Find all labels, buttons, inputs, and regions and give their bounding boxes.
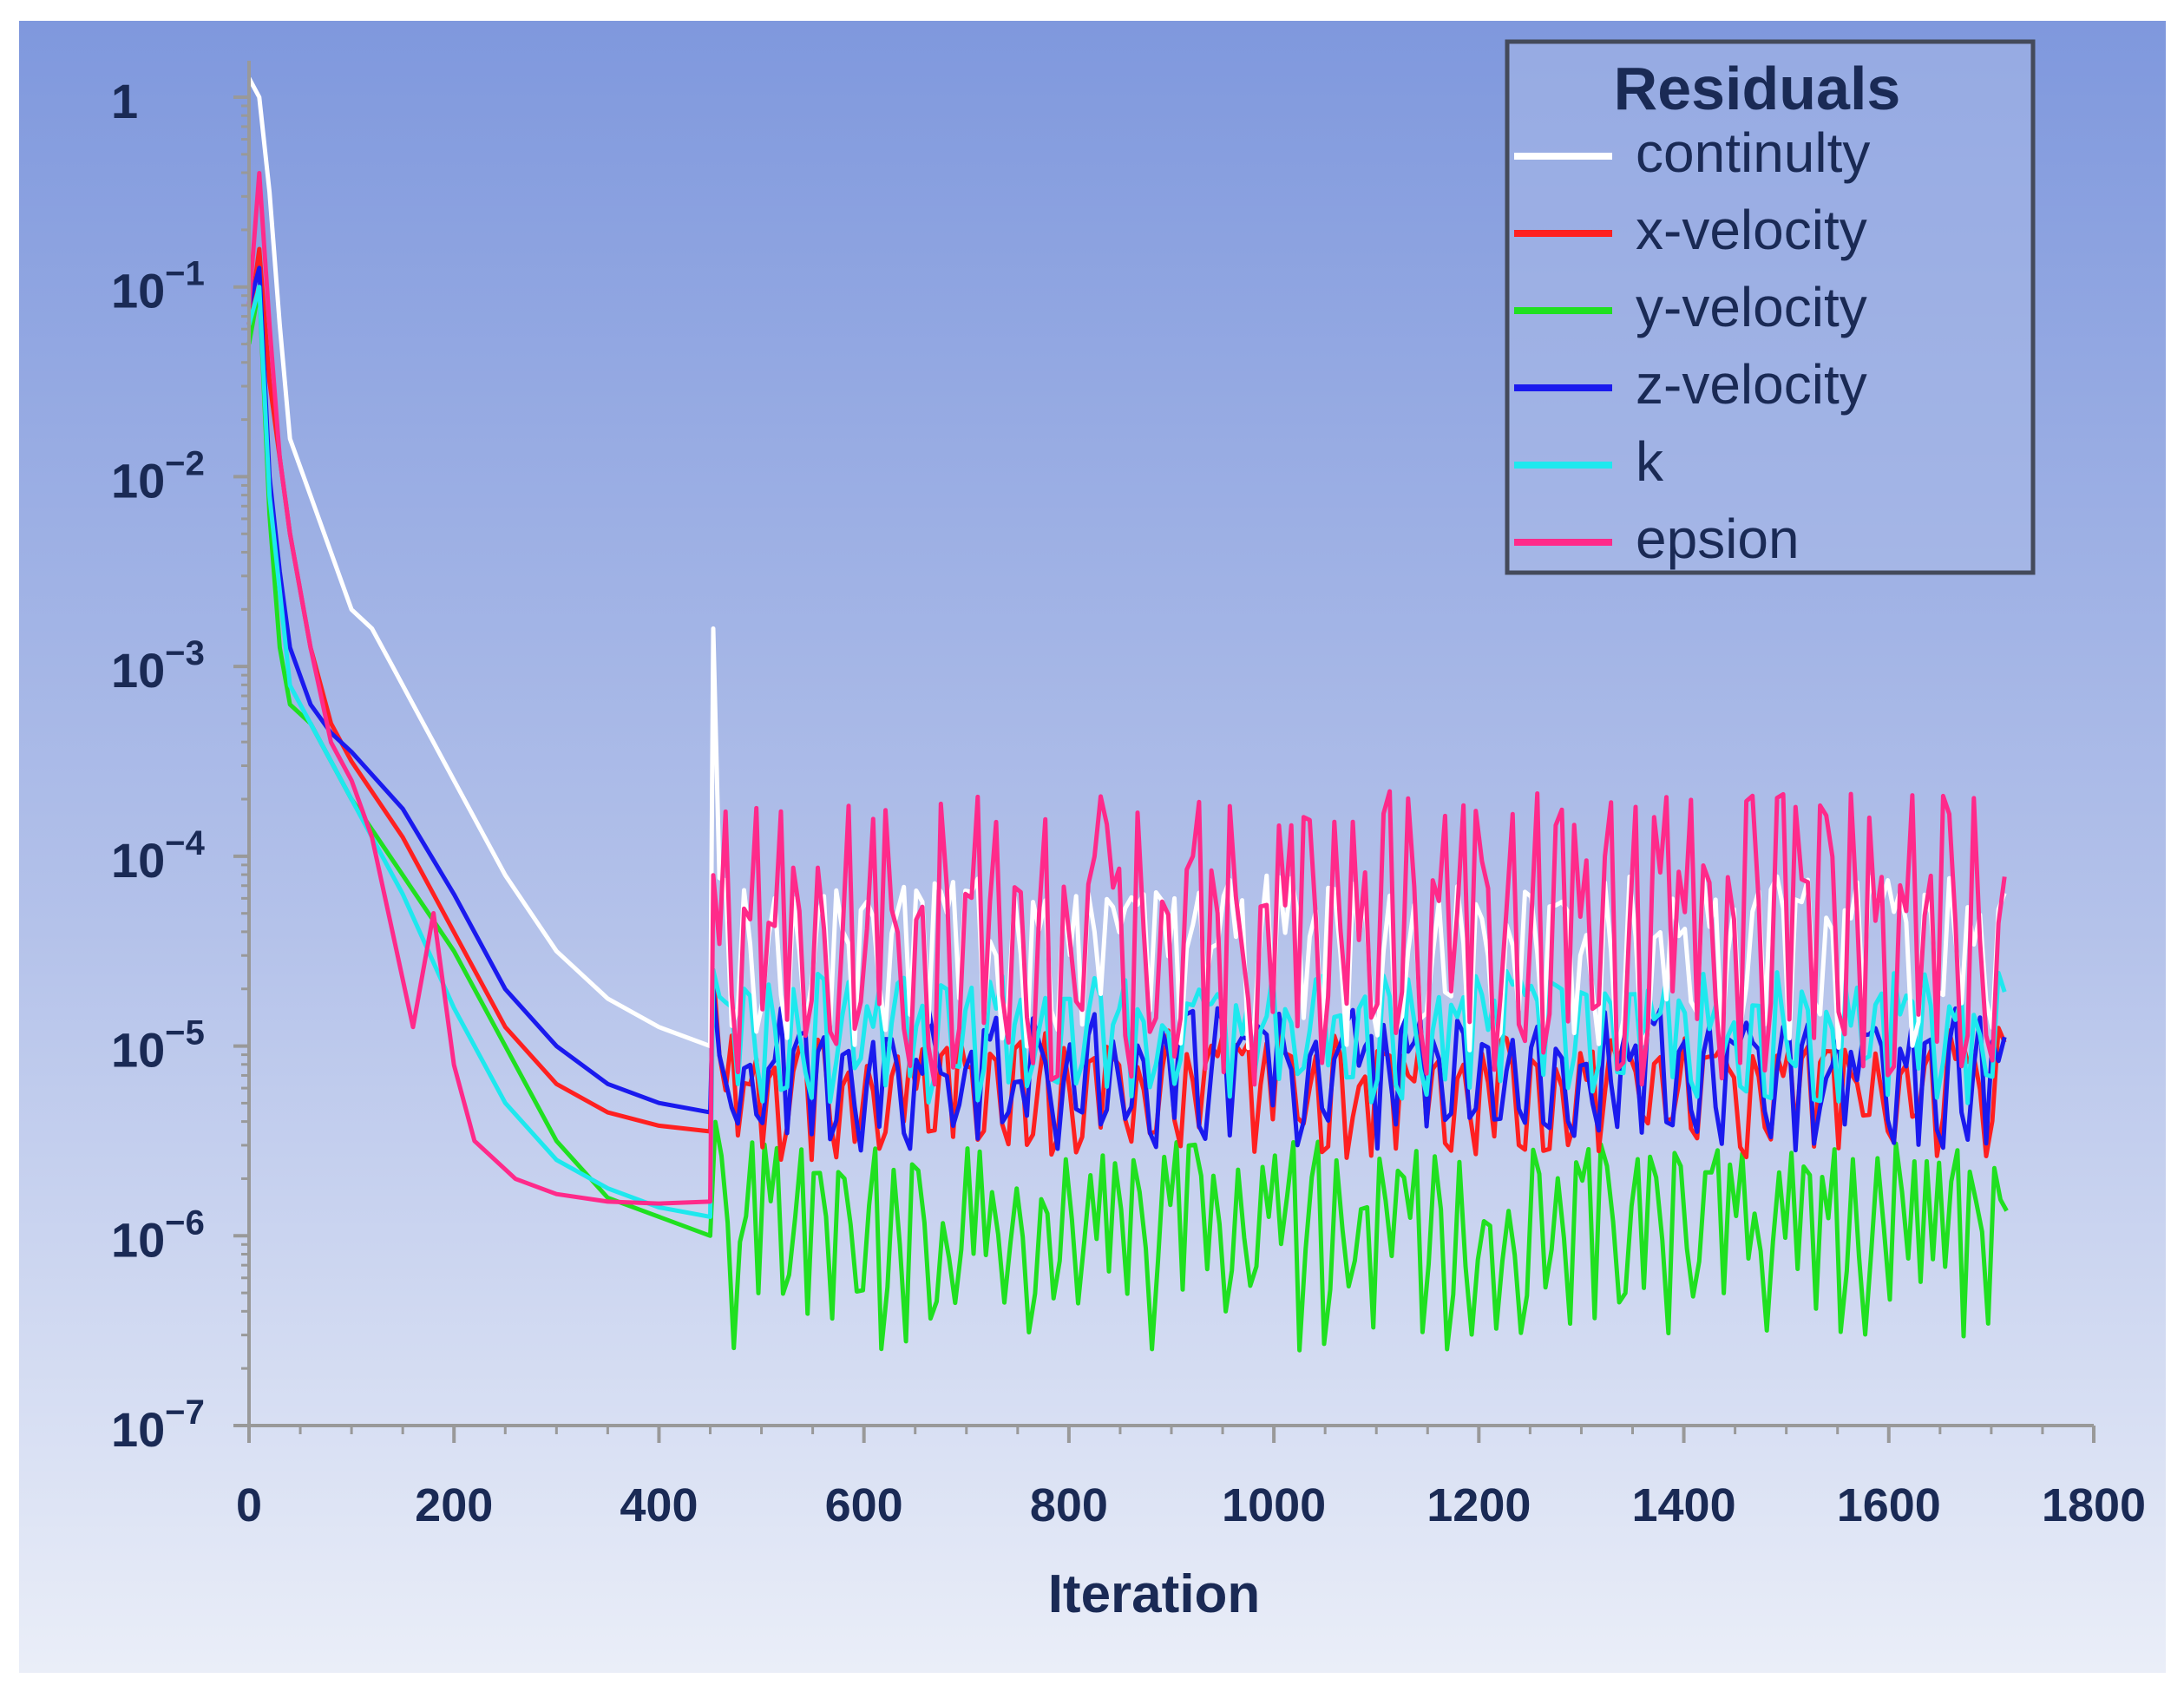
x-tick-label: 1000: [1222, 1479, 1326, 1531]
y-axis-ticks: 1 10−1 10−2 10−3 10−4 10−5 10−6 10−7: [111, 74, 249, 1457]
series-line-continulty: [246, 76, 2007, 1052]
legend-items: continulty x-velocity y-velocity z-velocity…: [1514, 121, 1870, 570]
legend-label: z-velocity: [1636, 353, 1867, 416]
x-tick-label: 200: [415, 1479, 493, 1531]
x-tick-label: 800: [1030, 1479, 1108, 1531]
series-line-epsion: [246, 171, 2007, 1206]
y-tick-label: 10−1: [111, 255, 205, 318]
series-line-z-velocity: [246, 266, 2007, 1153]
legend-title: Residuals: [1614, 55, 1901, 122]
x-tick-label: 1800: [2042, 1479, 2146, 1531]
y-tick-label: 10−2: [111, 444, 205, 508]
x-tick-label: 400: [620, 1479, 698, 1531]
series-line-y-velocity: [246, 285, 2009, 1353]
y-tick-label: 10−6: [111, 1203, 205, 1267]
x-axis-ticks: 0 200 400 600 800 1000 1200 1400 1600 1800: [236, 1426, 2146, 1531]
legend-label: k: [1636, 430, 1664, 493]
y-tick-label: 10−7: [111, 1393, 205, 1457]
series-lines: [246, 76, 2009, 1353]
x-tick-label: 0: [236, 1479, 262, 1531]
x-tick-label: 1600: [1837, 1479, 1941, 1531]
y-tick-label: 10−5: [111, 1014, 205, 1078]
x-tick-label: 600: [825, 1479, 903, 1531]
x-tick-label: 1400: [1631, 1479, 1735, 1531]
y-tick-label: 10−3: [111, 634, 205, 698]
legend-label: y-velocity: [1636, 276, 1867, 338]
legend-label: x-velocity: [1636, 199, 1867, 261]
legend: Residuals continulty x-velocity y-velocity…: [1505, 39, 2036, 575]
legend-label: continulty: [1636, 121, 1870, 184]
x-axis-title: Iteration: [1048, 1564, 1261, 1624]
legend-label: epsion: [1636, 508, 1800, 570]
y-tick-label: 10−4: [111, 824, 206, 888]
x-tick-label: 1200: [1426, 1479, 1531, 1531]
y-tick-label: 1: [111, 74, 138, 128]
